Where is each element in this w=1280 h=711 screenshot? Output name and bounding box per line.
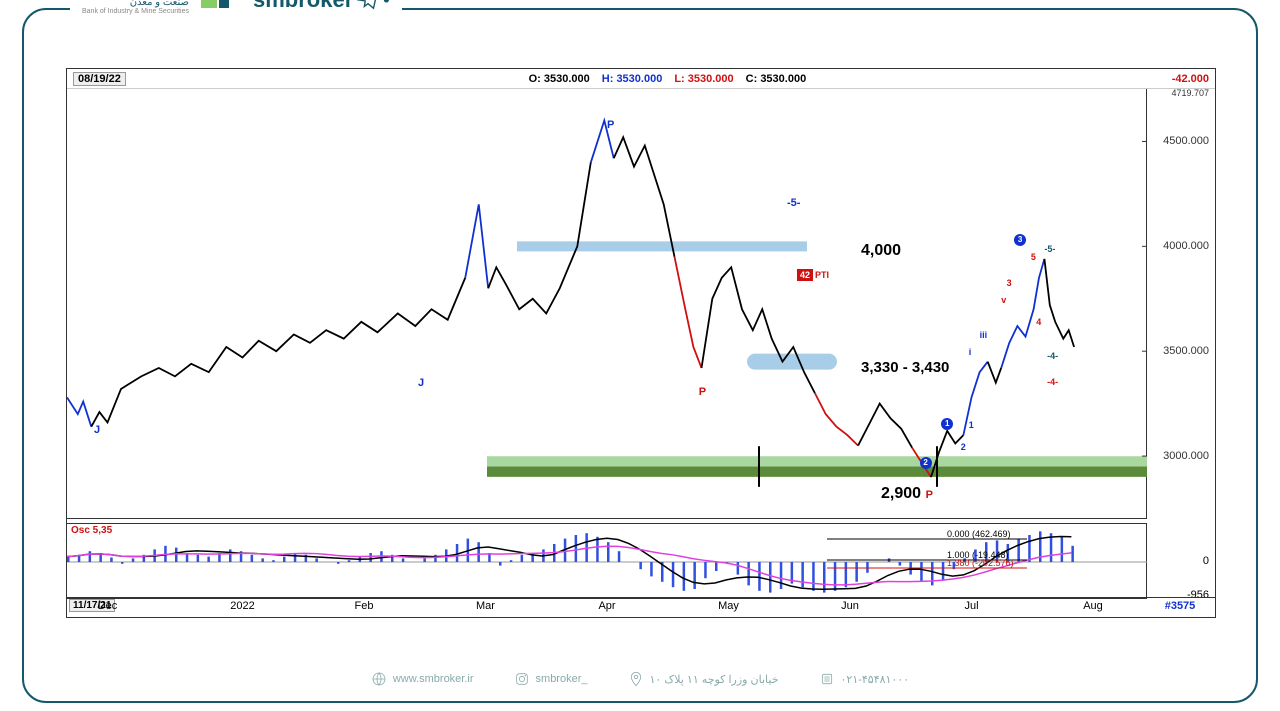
price-chart-svg: [67, 89, 1147, 519]
oscillator-pane[interactable]: Osc 5,35 0.000 (462.469)1.000 (-19.448)1…: [67, 523, 1147, 599]
globe-icon: [371, 671, 387, 687]
footer-address: خیابان وزرا کوچه ۱۱ پلاک ۱۰: [628, 671, 779, 687]
footer: www.smbroker.ir smbroker_ خیابان وزرا کو…: [0, 671, 1280, 687]
brand-text: smbroker: [253, 0, 353, 13]
chart-date: 08/19/22: [73, 72, 126, 86]
oscillator-y-axis: 0-956: [1145, 523, 1215, 599]
ohlc-close: C: 3530.000: [746, 73, 807, 85]
footer-website: www.smbroker.ir: [371, 671, 474, 687]
bank-logo: کارگزاری بانک صنعت و معدن Bank of Indust…: [82, 0, 235, 20]
footer-instagram: smbroker_: [514, 671, 588, 687]
ohlc-bar: 08/19/22 O: 3530.000 H: 3530.000 L: 3530…: [67, 69, 1215, 89]
ohlc-values: O: 3530.000 H: 3530.000 L: 3530.000 C: 3…: [529, 73, 807, 85]
telegram-icon: [357, 0, 379, 11]
x-axis-right-label: #3575: [1145, 597, 1215, 617]
ohlc-open: O: 3530.000: [529, 73, 590, 85]
ohlc-low: L: 3530.000: [674, 73, 733, 85]
chart-container: 08/19/22 O: 3530.000 H: 3530.000 L: 3530…: [66, 68, 1216, 618]
phone-icon: [819, 671, 835, 687]
oscillator-svg: 0.000 (462.469)1.000 (-19.448)1.380 (-20…: [67, 524, 1147, 600]
time-x-axis: 11/17/21 Dec2022FebMarAprMayJunJulAug: [67, 597, 1145, 617]
brand: smbroker •: [253, 0, 390, 13]
footer-phone: ۰۲۱-۴۵۴۸۱۰۰۰: [819, 671, 910, 687]
instagram-icon: [514, 671, 530, 687]
header: کارگزاری بانک صنعت و معدن Bank of Indust…: [70, 0, 402, 20]
bank-logo-icon: [195, 0, 235, 20]
price-pane[interactable]: 4,0003,330 - 3,4302,900-5-42PTI12312345i…: [67, 89, 1147, 519]
price-y-axis: 4719.7074500.0004000.0003500.0003000.000: [1145, 89, 1215, 519]
svg-text:0.000 (462.469): 0.000 (462.469): [947, 529, 1011, 539]
bank-sub: Bank of Industry & Mine Securities: [82, 8, 189, 15]
svg-text:1.380 (-202.576): 1.380 (-202.576): [947, 558, 1014, 568]
top-right-value: -42.000: [1172, 73, 1209, 85]
location-icon: [628, 671, 644, 687]
ohlc-high: H: 3530.000: [602, 73, 663, 85]
bank-name-line2: صنعت و معدن: [82, 0, 189, 8]
